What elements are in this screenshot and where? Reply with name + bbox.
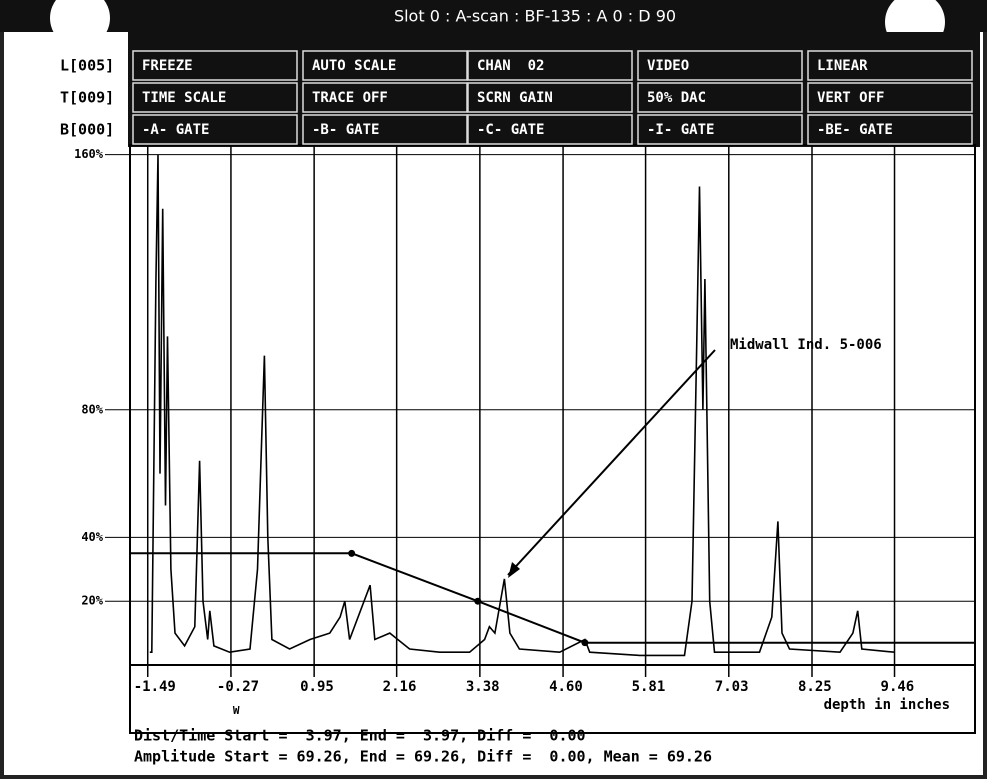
dac-point: [474, 597, 482, 605]
menu-button-label[interactable]: 50% DAC: [647, 90, 706, 106]
x-tick-label: 3.38: [466, 679, 500, 695]
x-tick-label: 0.95: [300, 679, 334, 695]
menu-button[interactable]: [467, 114, 633, 145]
x-tick-label: 8.25: [798, 679, 832, 695]
side-label: T[009]: [60, 89, 114, 107]
marker-label: W: [233, 704, 240, 717]
menu-button-label[interactable]: -A- GATE: [142, 122, 209, 138]
menu-button[interactable]: [807, 114, 973, 145]
annotation: Midwall Ind. 5-006: [730, 337, 882, 353]
menu-button-label[interactable]: FREEZE: [142, 58, 193, 74]
side-label: B[000]: [60, 121, 114, 139]
x-tick-label: 2.16: [383, 679, 417, 695]
y-tick-label: 40%: [81, 530, 103, 544]
menu-button-label[interactable]: -BE- GATE: [817, 122, 893, 138]
menu-button[interactable]: [132, 114, 298, 145]
dac-point: [581, 639, 589, 647]
menu-button[interactable]: [467, 82, 633, 113]
trace: [149, 154, 895, 657]
x-tick-label: 7.03: [715, 679, 749, 695]
menu-button-label[interactable]: VIDEO: [647, 58, 689, 74]
side-label: L[005]: [60, 57, 114, 75]
menu-button[interactable]: [637, 114, 803, 145]
menu-button-label[interactable]: -C- GATE: [477, 122, 544, 138]
menu-button-label[interactable]: VERT OFF: [817, 90, 884, 106]
readout-line: Dist/Time Start = 3.97, End = 3.97, Diff…: [134, 727, 586, 745]
menu-button[interactable]: [302, 114, 468, 145]
title-bar: [0, 0, 987, 32]
x-tick-label: -1.49: [134, 679, 176, 695]
menu-button-label[interactable]: LINEAR: [817, 58, 868, 74]
menu-button[interactable]: [807, 50, 973, 81]
menu-button[interactable]: [637, 82, 803, 113]
corner-circle: [50, 0, 110, 48]
menu-button[interactable]: [132, 82, 298, 113]
menu-button-label[interactable]: -I- GATE: [647, 122, 714, 138]
menu-button[interactable]: [302, 82, 468, 113]
y-tick-label: 20%: [81, 594, 103, 608]
plot-frame: [129, 144, 976, 734]
x-tick-label: 9.46: [881, 679, 915, 695]
arrow-head: [508, 562, 520, 578]
menu-button[interactable]: [467, 50, 633, 81]
y-tick-label: 80%: [81, 402, 103, 416]
menu-button-label[interactable]: AUTO SCALE: [312, 58, 396, 74]
menu-button[interactable]: [132, 50, 298, 81]
menu-button-label[interactable]: CHAN 02: [477, 58, 544, 74]
menu-button-label[interactable]: -B- GATE: [312, 122, 379, 138]
x-tick-label: 5.81: [632, 679, 666, 695]
x-tick-label: 4.60: [549, 679, 583, 695]
y-tick-label: 160%: [74, 147, 104, 161]
menu-button[interactable]: [302, 50, 468, 81]
menu-button[interactable]: [637, 50, 803, 81]
x-tick-label: -0.27: [217, 679, 259, 695]
readout-line: Amplitude Start = 69.26, End = 69.26, Di…: [134, 748, 712, 766]
x-axis-label: depth in inches: [824, 697, 950, 713]
title: Slot 0 : A-scan : BF-135 : A 0 : D 90: [394, 7, 676, 26]
dac-point: [348, 549, 356, 557]
menu-button-label[interactable]: SCRN GAIN: [477, 90, 553, 106]
menu-button-label[interactable]: TRACE OFF: [312, 90, 388, 106]
menu-button[interactable]: [807, 82, 973, 113]
menu-button-label[interactable]: TIME SCALE: [142, 90, 226, 106]
